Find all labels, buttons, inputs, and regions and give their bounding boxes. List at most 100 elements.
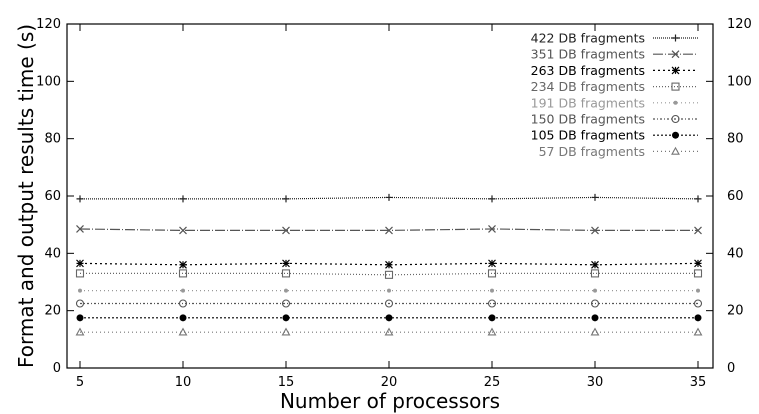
data-point (76, 195, 84, 203)
x-tick-label: 20 (381, 375, 398, 390)
data-point (694, 226, 702, 235)
data-point (487, 299, 497, 308)
x-tick-label: 5 (76, 375, 84, 390)
series-8 (75, 327, 703, 336)
data-point (490, 288, 494, 293)
y-axis-label: Format and output results time (s) (14, 24, 38, 368)
data-point (384, 270, 394, 279)
legend-entry-label: 351 DB fragments (531, 47, 645, 62)
data-point (282, 259, 290, 268)
data-point (76, 225, 84, 233)
legend-entry-label: 422 DB fragments (531, 31, 645, 46)
data-point (76, 259, 84, 268)
y-tick-label-right: 60 (727, 189, 744, 204)
data-point (78, 288, 82, 293)
data-point (76, 314, 84, 322)
data-point (487, 327, 497, 336)
data-point (591, 314, 599, 322)
legend-entry-label: 263 DB fragments (531, 63, 645, 78)
series-3 (76, 259, 702, 269)
data-point (384, 327, 394, 336)
data-point (693, 269, 703, 278)
legend-sample-marker (673, 100, 678, 105)
y-tick-label-right: 40 (727, 246, 744, 261)
legend-sample-marker (672, 34, 679, 42)
y-tick-label-left: 40 (44, 246, 61, 261)
legend-sample-marker (671, 82, 680, 91)
data-point (488, 259, 496, 268)
data-point (282, 314, 290, 322)
y-tick-label-right: 20 (727, 304, 744, 319)
data-point (75, 327, 85, 336)
x-tick-label: 25 (484, 375, 501, 390)
x-tick-label: 10 (175, 375, 192, 390)
ticks: 0 0 20 20 40 40 60 60 80 80 100 100 120 120 5 10 15 20 25 3… (36, 17, 752, 390)
data-point (694, 314, 702, 322)
series-4 (75, 269, 703, 279)
data-point (385, 193, 393, 201)
legend-sample-marker (671, 114, 680, 124)
data-point (385, 226, 393, 235)
data-point (178, 299, 188, 308)
x-tick-label: 35 (690, 375, 707, 390)
series-1 (76, 193, 702, 203)
data-point (590, 299, 600, 308)
y-tick-label-left: 100 (36, 74, 61, 89)
data-point (591, 226, 599, 235)
data-point (693, 299, 703, 308)
legend-entry-label: 105 DB fragments (531, 128, 645, 143)
series-2 (76, 225, 702, 235)
data-point (488, 195, 496, 203)
data-point (387, 288, 391, 293)
data-point (179, 195, 187, 203)
data-point (591, 260, 599, 269)
data-point (282, 195, 290, 203)
data-point (284, 288, 288, 293)
data-point (385, 314, 393, 322)
data-point (281, 269, 291, 278)
data-point (179, 314, 187, 322)
series-layer (75, 193, 703, 336)
data-point (385, 260, 393, 269)
data-point (179, 226, 187, 235)
y-tick-label-left: 20 (44, 304, 61, 319)
legend-entry-label: 191 DB fragments (531, 95, 645, 110)
data-point (694, 259, 702, 268)
y-tick-label-right: 80 (727, 132, 744, 147)
y-tick-label-left: 80 (44, 132, 61, 147)
data-point (488, 225, 496, 233)
data-point (591, 193, 599, 201)
legend-entry-label: 150 DB fragments (531, 112, 645, 127)
legend-sample-marker (672, 131, 679, 139)
data-point (696, 288, 700, 293)
y-tick-label-left: 0 (53, 361, 61, 376)
y-tick-label-right: 0 (727, 361, 735, 376)
y-tick-label-right: 120 (727, 17, 752, 32)
series-line (80, 272, 698, 276)
data-point (694, 195, 702, 203)
data-point (590, 269, 600, 278)
data-point (282, 226, 290, 235)
y-tick-label-right: 100 (727, 74, 752, 89)
data-point (178, 269, 188, 278)
data-point (693, 327, 703, 336)
data-point (178, 327, 188, 336)
data-point (179, 260, 187, 269)
data-point (590, 327, 600, 336)
data-point (593, 288, 597, 293)
series-6 (75, 299, 703, 308)
data-point (281, 299, 291, 308)
data-point (384, 299, 394, 308)
data-point (281, 327, 291, 336)
legend-sample-marker (671, 50, 680, 59)
legend-entry-label: 234 DB fragments (531, 79, 645, 94)
legend-sample-marker (671, 146, 680, 155)
x-tick-label: 30 (587, 375, 604, 390)
data-point (487, 269, 497, 278)
legend-sample-marker (671, 66, 680, 75)
y-tick-label-left: 120 (36, 17, 61, 32)
series-5 (78, 288, 700, 293)
data-point (75, 299, 85, 308)
